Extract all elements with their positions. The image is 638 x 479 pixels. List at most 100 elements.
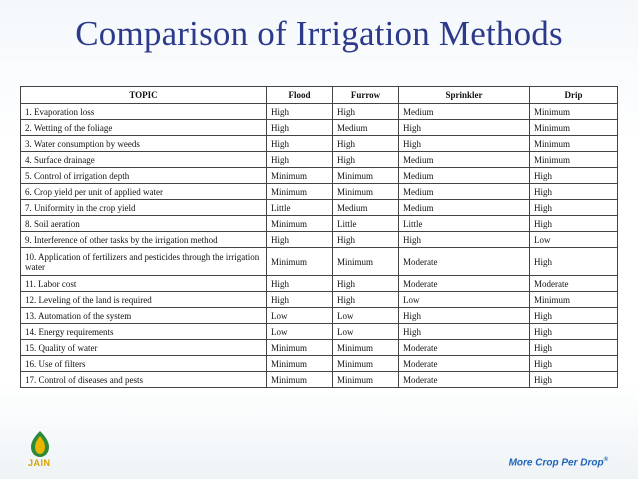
cell-furrow: Minimum: [332, 339, 399, 356]
cell-sprinkler: Moderate: [398, 275, 530, 292]
cell-sprinkler: Medium: [398, 103, 530, 120]
cell-drip: Minimum: [529, 119, 618, 136]
cell-furrow: Medium: [332, 119, 399, 136]
header-drip: Drip: [529, 86, 618, 104]
cell-flood: High: [266, 151, 333, 168]
table-row: 13. Automation of the system Low Low High Hi…: [20, 307, 618, 324]
cell-topic: 16. Use of filters: [20, 355, 267, 372]
table-row: 7. Uniformity in the crop yield Little Med…: [20, 199, 618, 216]
cell-sprinkler: Medium: [398, 167, 530, 184]
comparison-table: TOPIC Flood Furrow Sprinkler Drip 1. Eva…: [20, 86, 618, 388]
cell-flood: Minimum: [266, 371, 333, 388]
cell-drip: High: [529, 167, 618, 184]
cell-drip: Minimum: [529, 291, 618, 308]
cell-furrow: High: [332, 135, 399, 152]
cell-topic: 10. Application of fertilizers and pesti…: [20, 247, 267, 276]
cell-topic: 15. Quality of water: [20, 339, 267, 356]
cell-flood: High: [266, 135, 333, 152]
cell-flood: Low: [266, 323, 333, 340]
table-row: 16. Use of filters Minimum Minimum Moderate…: [20, 355, 618, 372]
cell-furrow: Low: [332, 323, 399, 340]
cell-sprinkler: Moderate: [398, 247, 530, 276]
cell-sprinkler: High: [398, 119, 530, 136]
cell-drip: High: [529, 339, 618, 356]
cell-topic: 12. Leveling of the land is required: [20, 291, 267, 308]
table-row: 2. Wetting of the foliage High Medium High M…: [20, 119, 618, 136]
cell-flood: Minimum: [266, 339, 333, 356]
cell-drip: Low: [529, 231, 618, 248]
cell-furrow: Low: [332, 307, 399, 324]
cell-sprinkler: Moderate: [398, 371, 530, 388]
cell-flood: Minimum: [266, 167, 333, 184]
cell-drip: High: [529, 215, 618, 232]
cell-topic: 2. Wetting of the foliage: [20, 119, 267, 136]
cell-topic: 14. Energy requirements: [20, 323, 267, 340]
cell-sprinkler: Medium: [398, 183, 530, 200]
cell-furrow: High: [332, 231, 399, 248]
table-row: 6. Crop yield per unit of applied water M…: [20, 183, 618, 200]
table-row: 11. Labor cost High High Moderate Moderate: [20, 275, 618, 292]
cell-sprinkler: High: [398, 135, 530, 152]
table-row: 10. Application of fertilizers and pesti…: [20, 247, 618, 276]
cell-flood: Minimum: [266, 355, 333, 372]
cell-sprinkler: Little: [398, 215, 530, 232]
cell-furrow: High: [332, 275, 399, 292]
cell-flood: Low: [266, 307, 333, 324]
cell-sprinkler: High: [398, 307, 530, 324]
comparison-table-container: TOPIC Flood Furrow Sprinkler Drip 1. Eva…: [20, 86, 618, 388]
cell-furrow: Minimum: [332, 167, 399, 184]
cell-sprinkler: Low: [398, 291, 530, 308]
cell-sprinkler: High: [398, 231, 530, 248]
cell-sprinkler: Medium: [398, 199, 530, 216]
cell-drip: High: [529, 307, 618, 324]
cell-drip: Minimum: [529, 135, 618, 152]
cell-sprinkler: Moderate: [398, 339, 530, 356]
cell-furrow: Minimum: [332, 355, 399, 372]
cell-sprinkler: High: [398, 323, 530, 340]
cell-flood: High: [266, 275, 333, 292]
cell-sprinkler: Medium: [398, 151, 530, 168]
cell-drip: Minimum: [529, 103, 618, 120]
cell-flood: Minimum: [266, 215, 333, 232]
cell-furrow: High: [332, 151, 399, 168]
cell-topic: 1. Evaporation loss: [20, 103, 267, 120]
cell-drip: High: [529, 199, 618, 216]
cell-furrow: High: [332, 291, 399, 308]
table-row: 17. Control of diseases and pests Minimum…: [20, 371, 618, 388]
table-header-row: TOPIC Flood Furrow Sprinkler Drip: [20, 86, 618, 104]
cell-flood: High: [266, 103, 333, 120]
header-topic: TOPIC: [20, 86, 267, 104]
cell-topic: 5. Control of irrigation depth: [20, 167, 267, 184]
cell-drip: Moderate: [529, 275, 618, 292]
cell-topic: 9. Interference of other tasks by the ir…: [20, 231, 267, 248]
table-body: 1. Evaporation loss High High Medium Minimum…: [20, 103, 618, 388]
table-row: 12. Leveling of the land is required High…: [20, 291, 618, 308]
cell-furrow: Minimum: [332, 183, 399, 200]
cell-flood: High: [266, 119, 333, 136]
cell-furrow: Minimum: [332, 247, 399, 276]
cell-topic: 13. Automation of the system: [20, 307, 267, 324]
cell-topic: 7. Uniformity in the crop yield: [20, 199, 267, 216]
tagline: More Crop Per Drop®: [509, 457, 608, 468]
header-flood: Flood: [266, 86, 333, 104]
cell-flood: High: [266, 231, 333, 248]
cell-topic: 17. Control of diseases and pests: [20, 371, 267, 388]
table-row: 9. Interference of other tasks by the ir…: [20, 231, 618, 248]
table-row: 15. Quality of water Minimum Minimum Modera…: [20, 339, 618, 356]
cell-furrow: Minimum: [332, 371, 399, 388]
cell-topic: 6. Crop yield per unit of applied water: [20, 183, 267, 200]
jain-logo-text: JAIN: [28, 458, 51, 468]
cell-drip: High: [529, 247, 618, 276]
cell-topic: 4. Surface drainage: [20, 151, 267, 168]
cell-flood: Minimum: [266, 247, 333, 276]
registered-mark: ®: [603, 457, 608, 463]
table-row: 4. Surface drainage High High Medium Minimum: [20, 151, 618, 168]
slide-title: Comparison of Irrigation Methods: [75, 14, 563, 53]
cell-flood: High: [266, 291, 333, 308]
table-row: 1. Evaporation loss High High Medium Minimum: [20, 103, 618, 120]
cell-drip: High: [529, 371, 618, 388]
cell-flood: Little: [266, 199, 333, 216]
table-row: 3. Water consumption by weeds High High Hig…: [20, 135, 618, 152]
cell-drip: High: [529, 183, 618, 200]
cell-furrow: Medium: [332, 199, 399, 216]
